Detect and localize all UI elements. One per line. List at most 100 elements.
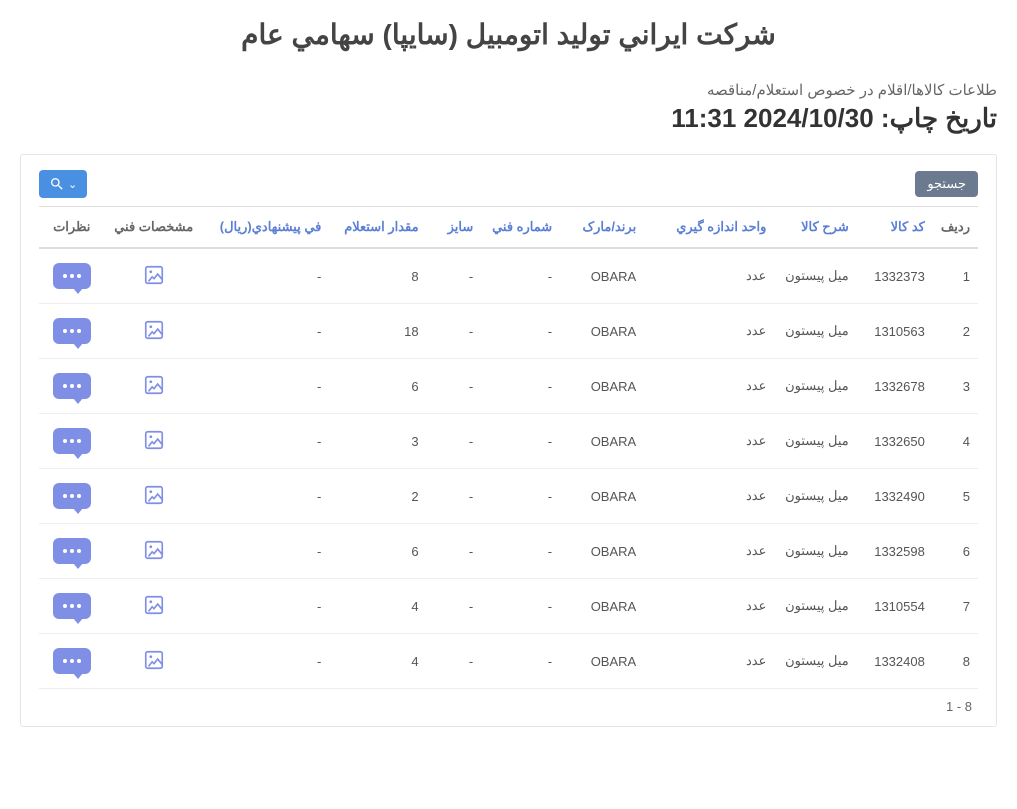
- cell-code: 1332598: [857, 524, 933, 579]
- cell-code: 1332678: [857, 359, 933, 414]
- comment-icon[interactable]: [53, 373, 91, 399]
- image-icon[interactable]: [143, 484, 165, 506]
- cell-brand: OBARA: [560, 469, 644, 524]
- cell-size: -: [427, 304, 482, 359]
- comment-icon[interactable]: [53, 593, 91, 619]
- comment-icon[interactable]: [53, 483, 91, 509]
- cell-brand: OBARA: [560, 304, 644, 359]
- cell-qty: 8: [329, 248, 426, 304]
- col-brand[interactable]: برند/مارک: [560, 207, 644, 249]
- comment-icon[interactable]: [53, 263, 91, 289]
- cell-unit: عدد: [644, 359, 774, 414]
- cell-qty: 18: [329, 304, 426, 359]
- cell-spec: [104, 634, 203, 689]
- image-icon[interactable]: [143, 319, 165, 341]
- cell-price: -: [203, 634, 329, 689]
- cell-spec: [104, 469, 203, 524]
- cell-code: 1332373: [857, 248, 933, 304]
- cell-row: 3: [933, 359, 978, 414]
- cell-unit: عدد: [644, 634, 774, 689]
- comment-icon[interactable]: [53, 648, 91, 674]
- cell-desc: میل پیستون: [774, 469, 856, 524]
- cell-tech-no: -: [481, 634, 560, 689]
- cell-unit: عدد: [644, 304, 774, 359]
- cell-desc: میل پیستون: [774, 248, 856, 304]
- cell-spec: [104, 359, 203, 414]
- image-icon[interactable]: [143, 264, 165, 286]
- cell-row: 5: [933, 469, 978, 524]
- cell-tech-no: -: [481, 579, 560, 634]
- col-code[interactable]: کد کالا: [857, 207, 933, 249]
- items-table: رديف کد کالا شرح کالا واحد اندازه گيري ب…: [39, 206, 978, 689]
- table-row: 1 1332373 میل پیستون عدد OBARA - - 8 -: [39, 248, 978, 304]
- cell-brand: OBARA: [560, 524, 644, 579]
- search-toggle-button[interactable]: ⌄: [39, 170, 87, 198]
- comment-icon[interactable]: [53, 538, 91, 564]
- table-row: 3 1332678 میل پیستون عدد OBARA - - 6 -: [39, 359, 978, 414]
- image-icon[interactable]: [143, 374, 165, 396]
- cell-qty: 6: [329, 524, 426, 579]
- cell-brand: OBARA: [560, 248, 644, 304]
- cell-qty: 2: [329, 469, 426, 524]
- cell-comments: [39, 359, 104, 414]
- cell-desc: میل پیستون: [774, 359, 856, 414]
- search-button[interactable]: جستجو: [915, 171, 978, 197]
- cell-row: 1: [933, 248, 978, 304]
- cell-spec: [104, 524, 203, 579]
- image-icon[interactable]: [143, 429, 165, 451]
- cell-tech-no: -: [481, 524, 560, 579]
- cell-price: -: [203, 579, 329, 634]
- col-price[interactable]: في پيشنهادي(ريال): [203, 207, 329, 249]
- cell-unit: عدد: [644, 579, 774, 634]
- cell-code: 1332650: [857, 414, 933, 469]
- cell-price: -: [203, 304, 329, 359]
- cell-unit: عدد: [644, 524, 774, 579]
- cell-qty: 3: [329, 414, 426, 469]
- cell-code: 1332408: [857, 634, 933, 689]
- table-row: 4 1332650 میل پیستون عدد OBARA - - 3 -: [39, 414, 978, 469]
- cell-row: 8: [933, 634, 978, 689]
- image-icon[interactable]: [143, 649, 165, 671]
- table-row: 5 1332490 میل پیستون عدد OBARA - - 2 -: [39, 469, 978, 524]
- cell-comments: [39, 579, 104, 634]
- cell-price: -: [203, 469, 329, 524]
- comment-icon[interactable]: [53, 318, 91, 344]
- cell-unit: عدد: [644, 414, 774, 469]
- cell-code: 1332490: [857, 469, 933, 524]
- cell-comments: [39, 304, 104, 359]
- cell-spec: [104, 414, 203, 469]
- col-row: رديف: [933, 207, 978, 249]
- cell-qty: 4: [329, 634, 426, 689]
- col-desc[interactable]: شرح کالا: [774, 207, 856, 249]
- cell-row: 6: [933, 524, 978, 579]
- cell-row: 2: [933, 304, 978, 359]
- cell-comments: [39, 414, 104, 469]
- print-date: تاریخ چاپ: 2024/10/30 11:31: [20, 103, 997, 134]
- cell-size: -: [427, 579, 482, 634]
- image-icon[interactable]: [143, 594, 165, 616]
- pager: 8 - 1: [39, 689, 978, 718]
- print-date-value: 2024/10/30 11:31: [671, 103, 873, 133]
- cell-unit: عدد: [644, 248, 774, 304]
- cell-row: 4: [933, 414, 978, 469]
- comment-icon[interactable]: [53, 428, 91, 454]
- table-row: 7 1310554 میل پیستون عدد OBARA - - 4 -: [39, 579, 978, 634]
- table-row: 6 1332598 میل پیستون عدد OBARA - - 6 -: [39, 524, 978, 579]
- cell-spec: [104, 248, 203, 304]
- cell-code: 1310554: [857, 579, 933, 634]
- cell-size: -: [427, 414, 482, 469]
- cell-tech-no: -: [481, 359, 560, 414]
- cell-brand: OBARA: [560, 634, 644, 689]
- col-qty[interactable]: مقدار استعلام: [329, 207, 426, 249]
- cell-comments: [39, 634, 104, 689]
- cell-qty: 6: [329, 359, 426, 414]
- image-icon[interactable]: [143, 539, 165, 561]
- cell-comments: [39, 248, 104, 304]
- cell-brand: OBARA: [560, 414, 644, 469]
- col-tech-no[interactable]: شماره فني: [481, 207, 560, 249]
- cell-brand: OBARA: [560, 359, 644, 414]
- cell-size: -: [427, 359, 482, 414]
- col-unit[interactable]: واحد اندازه گيري: [644, 207, 774, 249]
- col-size[interactable]: سايز: [427, 207, 482, 249]
- chevron-down-icon: ⌄: [68, 178, 77, 191]
